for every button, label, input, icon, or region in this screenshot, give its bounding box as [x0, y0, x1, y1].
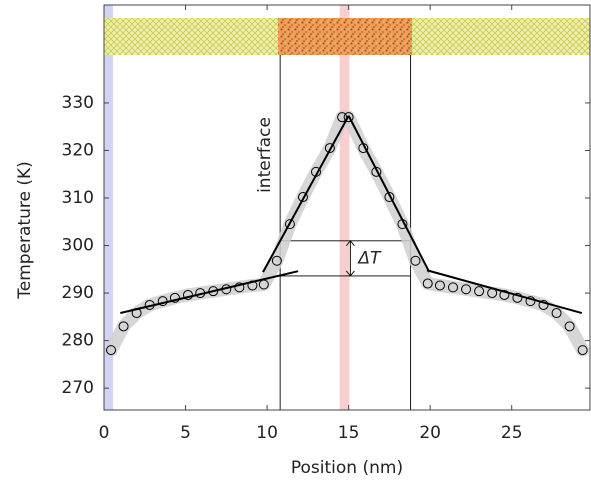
data-point: [157, 296, 168, 307]
data-point: [434, 280, 445, 291]
axes-frame: [103, 4, 591, 411]
fit-line: [426, 269, 583, 314]
x-tick-label: 10: [256, 423, 278, 443]
data-point: [448, 282, 459, 293]
data-point: [384, 192, 395, 203]
data-point: [195, 288, 206, 299]
data-point: [499, 289, 510, 300]
highlight-band: [104, 5, 113, 410]
data-point: [258, 279, 269, 290]
data-point: [577, 345, 588, 356]
y-tick-label: 290: [62, 283, 94, 303]
data-point: [461, 284, 472, 295]
data-point: [169, 292, 180, 303]
data-point: [397, 219, 408, 230]
data-point: [538, 299, 549, 310]
delta-t-label: ΔT: [356, 248, 382, 268]
x-tick-label: 0: [99, 423, 110, 443]
y-axis-label: Temperature (K): [15, 161, 35, 300]
data-point: [131, 308, 142, 319]
x-tick-label: 20: [419, 423, 441, 443]
data-point: [337, 112, 348, 123]
data-point: [144, 299, 155, 310]
y-tick-label: 300: [62, 236, 94, 256]
interface-strip: [278, 18, 412, 55]
data-point: [487, 288, 498, 299]
fit-line: [262, 115, 350, 273]
data-point: [234, 282, 245, 293]
data-point: [324, 143, 335, 154]
data-point: [284, 219, 295, 230]
data-point: [343, 112, 354, 123]
uncertainty-band: [104, 110, 590, 357]
x-axis-label: Position (nm): [291, 458, 403, 478]
interface-label: interface: [255, 117, 275, 193]
data-point: [371, 166, 382, 177]
data-point: [221, 284, 232, 295]
x-tick-label: 5: [180, 423, 191, 443]
data-point: [182, 289, 193, 300]
data-point: [358, 143, 369, 154]
y-tick-label: 330: [62, 93, 94, 113]
y-tick-label: 310: [62, 188, 94, 208]
data-point: [525, 296, 536, 307]
data-point: [410, 255, 421, 266]
data-point: [208, 286, 219, 297]
y-tick-label: 270: [62, 378, 94, 398]
data-point: [551, 308, 562, 319]
data-point: [118, 321, 129, 332]
data-point: [422, 278, 433, 289]
data-point: [297, 192, 308, 203]
data-point: [247, 280, 258, 291]
delta-t-arrow: [346, 240, 355, 277]
plot: 0 5 10 15 20 25 270 280 290 300 310 320 330 ΔT interfa…: [62, 5, 590, 443]
x-tick-label: 25: [501, 423, 523, 443]
data-point: [512, 292, 523, 303]
bands: [104, 5, 350, 410]
data-point: [474, 286, 485, 297]
data-point: [271, 255, 282, 266]
x-tick-label: 15: [338, 423, 360, 443]
data-point: [106, 345, 117, 356]
fit-line: [347, 115, 431, 273]
y-tick-label: 280: [62, 331, 94, 351]
highlight-band: [339, 5, 350, 410]
data-point: [311, 166, 322, 177]
data-point: [564, 321, 575, 332]
y-tick-label: 320: [62, 140, 94, 160]
